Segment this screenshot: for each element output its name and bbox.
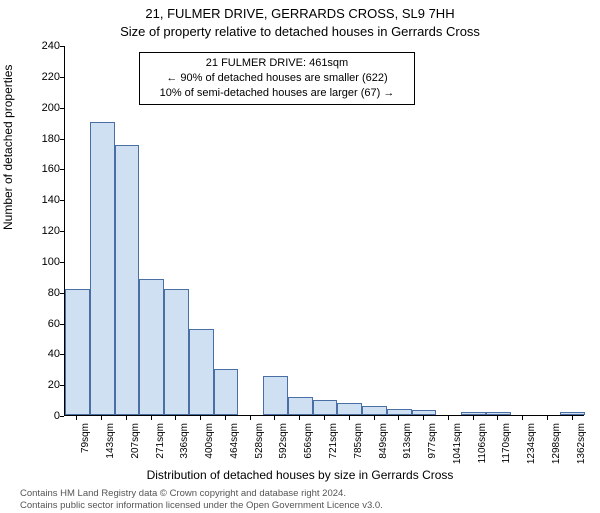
x-tick-label: 1362sqm xyxy=(576,423,587,467)
y-tick-mark xyxy=(60,262,64,263)
x-tick-mark xyxy=(126,416,127,420)
chart-container: 21, FULMER DRIVE, GERRARDS CROSS, SL9 7H… xyxy=(0,0,600,500)
y-tick-mark xyxy=(60,324,64,325)
histogram-bar xyxy=(263,376,288,415)
histogram-bar xyxy=(486,412,511,415)
x-tick-label: 1106sqm xyxy=(477,423,488,467)
y-tick-label: 20 xyxy=(30,379,60,391)
x-tick-label: 977sqm xyxy=(427,423,438,467)
y-tick-label: 80 xyxy=(30,287,60,299)
histogram-bar xyxy=(90,122,115,415)
x-tick-label: 1170sqm xyxy=(501,423,512,467)
x-tick-label: 143sqm xyxy=(105,423,116,467)
histogram-bar xyxy=(288,397,313,416)
x-tick-label: 528sqm xyxy=(254,423,265,467)
annotation-line3: 10% of semi-detached houses are larger (… xyxy=(146,86,408,101)
y-tick-label: 100 xyxy=(30,256,60,268)
y-tick-label: 200 xyxy=(30,102,60,114)
y-tick-mark xyxy=(60,385,64,386)
y-tick-label: 120 xyxy=(30,225,60,237)
footer-attribution: Contains HM Land Registry data © Crown c… xyxy=(20,488,383,513)
y-tick-mark xyxy=(60,231,64,232)
x-tick-mark xyxy=(497,416,498,420)
x-tick-label: 464sqm xyxy=(229,423,240,467)
x-tick-mark xyxy=(398,416,399,420)
footer-line2: Contains public sector information licen… xyxy=(20,500,383,512)
x-tick-label: 656sqm xyxy=(303,423,314,467)
y-tick-label: 160 xyxy=(30,163,60,175)
histogram-bar xyxy=(313,400,338,415)
x-tick-label: 336sqm xyxy=(179,423,190,467)
histogram-bar xyxy=(164,289,189,415)
plot-area: 21 FULMER DRIVE: 461sqm ← 90% of detache… xyxy=(64,46,584,416)
x-tick-mark xyxy=(349,416,350,420)
x-tick-mark xyxy=(250,416,251,420)
x-tick-mark xyxy=(151,416,152,420)
x-tick-mark xyxy=(274,416,275,420)
y-tick-mark xyxy=(60,416,64,417)
x-tick-mark xyxy=(324,416,325,420)
x-tick-label: 1041sqm xyxy=(452,423,463,467)
y-tick-label: 240 xyxy=(30,40,60,52)
histogram-bar xyxy=(560,412,585,415)
x-tick-label: 1298sqm xyxy=(551,423,562,467)
x-tick-label: 785sqm xyxy=(353,423,364,467)
histogram-bar xyxy=(214,369,239,415)
x-tick-label: 1234sqm xyxy=(526,423,537,467)
x-tick-mark xyxy=(572,416,573,420)
y-tick-mark xyxy=(60,46,64,47)
histogram-bar xyxy=(461,412,486,415)
x-tick-label: 79sqm xyxy=(80,423,91,467)
annotation-box: 21 FULMER DRIVE: 461sqm ← 90% of detache… xyxy=(139,52,415,105)
chart-title-line1: 21, FULMER DRIVE, GERRARDS CROSS, SL9 7H… xyxy=(0,6,600,21)
x-tick-mark xyxy=(374,416,375,420)
y-tick-label: 0 xyxy=(30,410,60,422)
x-tick-mark xyxy=(448,416,449,420)
chart-title-line2: Size of property relative to detached ho… xyxy=(0,24,600,39)
x-tick-mark xyxy=(225,416,226,420)
x-tick-label: 400sqm xyxy=(204,423,215,467)
y-tick-label: 40 xyxy=(30,348,60,360)
x-axis-label: Distribution of detached houses by size … xyxy=(0,468,600,482)
histogram-bar xyxy=(139,279,164,415)
histogram-bar xyxy=(362,406,387,415)
x-tick-label: 913sqm xyxy=(402,423,413,467)
y-tick-mark xyxy=(60,108,64,109)
x-tick-mark xyxy=(423,416,424,420)
x-tick-mark xyxy=(101,416,102,420)
x-tick-mark xyxy=(473,416,474,420)
x-tick-label: 849sqm xyxy=(378,423,389,467)
y-tick-mark xyxy=(60,169,64,170)
x-tick-mark xyxy=(299,416,300,420)
y-tick-mark xyxy=(60,139,64,140)
x-tick-mark xyxy=(522,416,523,420)
x-tick-mark xyxy=(200,416,201,420)
x-tick-label: 592sqm xyxy=(278,423,289,467)
x-tick-mark xyxy=(175,416,176,420)
footer-line1: Contains HM Land Registry data © Crown c… xyxy=(20,488,383,500)
y-tick-mark xyxy=(60,354,64,355)
x-tick-label: 721sqm xyxy=(328,423,339,467)
annotation-line1: 21 FULMER DRIVE: 461sqm xyxy=(146,56,408,71)
histogram-bar xyxy=(387,409,412,415)
histogram-bar xyxy=(337,403,362,415)
y-tick-mark xyxy=(60,293,64,294)
x-tick-mark xyxy=(76,416,77,420)
y-axis-label: Number of detached properties xyxy=(1,65,15,230)
histogram-bar xyxy=(65,289,90,415)
y-tick-label: 220 xyxy=(30,71,60,83)
histogram-bar xyxy=(412,410,437,415)
y-tick-mark xyxy=(60,77,64,78)
y-tick-mark xyxy=(60,200,64,201)
y-tick-label: 140 xyxy=(30,194,60,206)
x-tick-label: 207sqm xyxy=(130,423,141,467)
histogram-bar xyxy=(115,145,140,415)
histogram-bar xyxy=(189,329,214,415)
y-tick-label: 180 xyxy=(30,133,60,145)
y-tick-label: 60 xyxy=(30,318,60,330)
x-tick-mark xyxy=(547,416,548,420)
annotation-line2: ← 90% of detached houses are smaller (62… xyxy=(146,71,408,86)
x-tick-label: 271sqm xyxy=(155,423,166,467)
